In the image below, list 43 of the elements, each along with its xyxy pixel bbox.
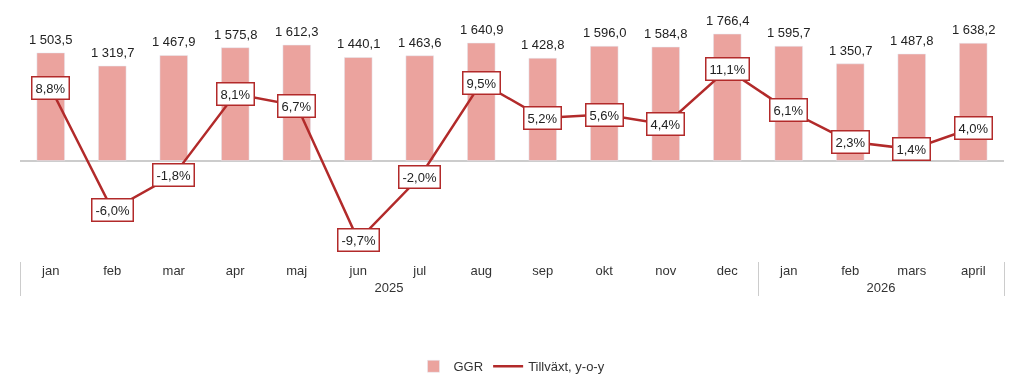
data-label: 1 640,9	[460, 22, 504, 37]
x-tick-label: sep	[532, 263, 554, 278]
data-label: 1 467,9	[152, 34, 196, 49]
data-label: -6,0%	[95, 202, 130, 218]
x-tick-label: jan	[779, 263, 798, 278]
data-label: 1 612,3	[275, 24, 319, 39]
x-tick-label: feb	[103, 263, 122, 278]
data-label: -9,7%	[341, 232, 376, 248]
data-label: 1 584,8	[644, 26, 688, 41]
x-tick-label: jul	[412, 263, 427, 278]
x-tick-label: april	[960, 263, 986, 278]
data-label: 1 595,7	[767, 25, 811, 40]
x-tick-label: aug	[470, 263, 493, 278]
data-label: 1 503,5	[29, 32, 73, 47]
x-tick-label: mars	[897, 263, 927, 278]
x-tick-label: apr	[225, 263, 246, 278]
data-label: -2,0%	[402, 169, 437, 185]
x-tick-label: mar	[162, 263, 186, 278]
data-label: 1 440,1	[337, 36, 381, 51]
bar	[344, 57, 373, 161]
data-label: 1 463,6	[398, 35, 442, 50]
x-tick-label: dec	[716, 263, 739, 278]
data-label: 1 766,4	[706, 13, 750, 28]
data-label: -1,8%	[156, 167, 191, 183]
data-label: 1 319,7	[91, 45, 135, 60]
data-label: 1 596,0	[583, 25, 627, 40]
data-label: 1 638,2	[952, 22, 996, 37]
x-tick-label: jun	[348, 263, 367, 278]
data-label: 1 575,8	[214, 27, 258, 42]
x-tick-label: jan	[41, 263, 60, 278]
data-label: 1 350,7	[829, 43, 873, 58]
x-tick-label: feb	[841, 263, 860, 278]
x-tick-label: maj	[286, 263, 308, 278]
text: 2026	[866, 280, 896, 295]
text: 2025	[374, 280, 404, 295]
legend-label: GGR	[453, 359, 484, 375]
bar	[405, 55, 434, 161]
data-label: 1 487,8	[890, 33, 934, 48]
bar	[98, 65, 127, 161]
x-tick-label: okt	[595, 263, 614, 278]
data-label: 1 428,8	[521, 37, 565, 52]
x-tick-label: nov	[655, 263, 677, 278]
legend-label: Tillväxt, y-o-y	[528, 359, 605, 375]
